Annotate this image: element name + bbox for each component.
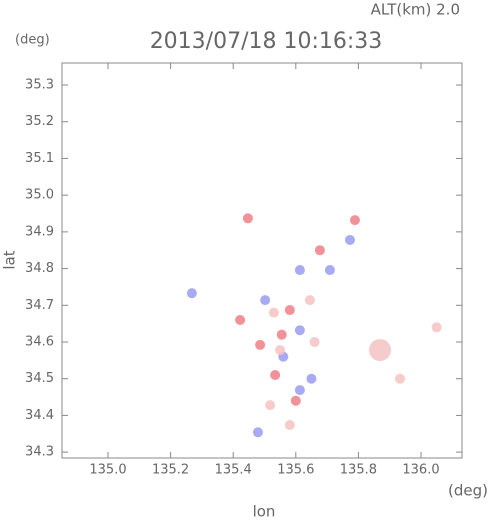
echo-point xyxy=(294,385,305,396)
echo-point xyxy=(276,329,287,340)
echo-point xyxy=(309,336,320,347)
echo-point xyxy=(324,265,335,276)
echo-point xyxy=(314,245,325,256)
echo-point xyxy=(252,427,263,438)
echo-point xyxy=(268,307,279,318)
echo-point xyxy=(344,234,355,245)
y-tick-label: 34.7 xyxy=(25,298,54,313)
y-tick-label: 35.2 xyxy=(25,114,54,129)
x-unit: (deg) xyxy=(448,482,488,500)
x-tick-label: 135.6 xyxy=(277,463,314,478)
y-tick-label: 34.8 xyxy=(25,261,54,276)
y-axis-label: lat xyxy=(1,250,19,269)
annotation: ALT(km) 2.0 xyxy=(371,1,460,19)
y-tick-label: 35.0 xyxy=(25,188,54,203)
plot-frame xyxy=(61,62,463,459)
echo-point xyxy=(304,295,315,306)
y-unit: (deg) xyxy=(15,33,50,48)
x-tick-label: 135.8 xyxy=(340,463,377,478)
x-tick-label: 135.4 xyxy=(215,463,252,478)
y-tick-label: 35.1 xyxy=(25,151,54,166)
echo-point xyxy=(235,314,246,325)
y-tick-label: 34.4 xyxy=(25,408,54,423)
echo-point xyxy=(294,265,305,276)
echo-point xyxy=(284,305,295,316)
echo-point xyxy=(431,322,442,333)
y-tick-label: 34.5 xyxy=(25,371,54,386)
echo-point xyxy=(368,339,391,362)
echo-point xyxy=(349,215,360,226)
echo-point xyxy=(284,419,295,430)
x-tick-label: 136.0 xyxy=(402,463,439,478)
echo-point xyxy=(186,288,197,299)
chart-title: 2013/07/18 10:16:33 xyxy=(150,29,383,54)
echo-point xyxy=(265,400,276,411)
echo-point xyxy=(242,213,253,224)
x-tick-label: 135.0 xyxy=(89,463,126,478)
echo-point xyxy=(290,395,301,406)
y-tick-label: 34.6 xyxy=(25,334,54,349)
echo-point xyxy=(275,345,286,356)
echo-point xyxy=(294,325,305,336)
echo-point xyxy=(306,373,317,384)
y-tick-label: 34.3 xyxy=(25,445,54,460)
x-axis-label: lon xyxy=(253,503,276,521)
echo-point xyxy=(395,373,406,384)
y-tick-label: 35.3 xyxy=(25,78,54,93)
echo-point xyxy=(260,295,271,306)
echo-point xyxy=(270,370,281,381)
x-tick-label: 135.2 xyxy=(152,463,189,478)
y-tick-label: 34.9 xyxy=(25,224,54,239)
echo-point xyxy=(255,339,266,350)
